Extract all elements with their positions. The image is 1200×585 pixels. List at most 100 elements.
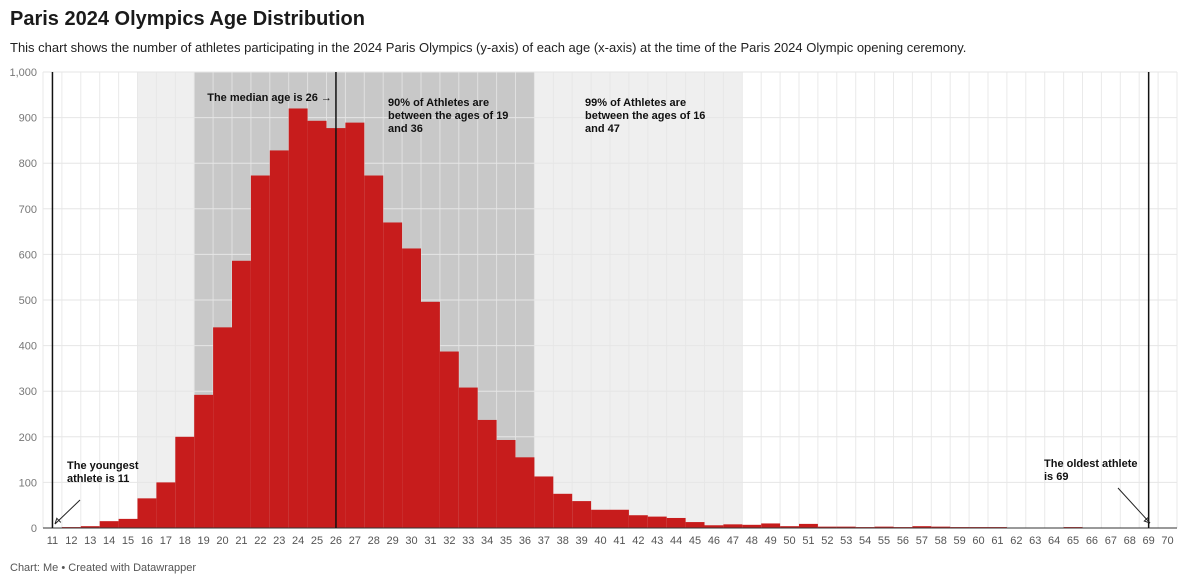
- y-tick-label: 200: [19, 432, 37, 444]
- x-tick-label: 46: [708, 535, 720, 547]
- x-tick-label: 43: [651, 535, 663, 547]
- bar-age-30: [402, 248, 421, 529]
- bar-age-36: [515, 457, 535, 528]
- y-tick-label: 600: [19, 249, 37, 261]
- x-tick-label: 13: [84, 535, 96, 547]
- bar-age-52: [817, 526, 837, 528]
- x-tick-label: 23: [273, 535, 285, 547]
- bar-age-37: [534, 476, 554, 528]
- bar-age-39: [572, 501, 592, 528]
- bar-age-20: [213, 327, 232, 528]
- bar-age-18: [175, 436, 195, 528]
- bar-age-38: [553, 493, 573, 528]
- annotation-band99-line: and 47: [585, 123, 620, 135]
- x-tick-label: 61: [991, 535, 1003, 547]
- bar-age-57: [912, 526, 932, 528]
- x-tick-label: 31: [424, 535, 436, 547]
- x-tick-label: 24: [292, 535, 304, 547]
- chart-credit: Chart: Me • Created with Datawrapper: [10, 562, 197, 574]
- bar-age-50: [780, 526, 799, 528]
- x-tick-label: 22: [254, 535, 266, 547]
- x-tick-label: 14: [103, 535, 115, 547]
- x-tick-label: 59: [954, 535, 966, 547]
- bar-age-24: [288, 108, 308, 528]
- bar-layer: [43, 108, 1159, 529]
- bar-age-47: [723, 524, 743, 528]
- bar-age-40: [591, 509, 610, 528]
- x-tick-label: 66: [1086, 535, 1098, 547]
- arrow-youngest-head: [54, 517, 62, 525]
- x-tick-label: 52: [821, 535, 833, 547]
- x-tick-label: 33: [462, 535, 474, 547]
- bar-age-27: [345, 122, 365, 528]
- chart-title: Paris 2024 Olympics Age Distribution: [10, 8, 365, 30]
- x-tick-label: 32: [443, 535, 455, 547]
- x-tick-label: 36: [519, 535, 531, 547]
- x-tick-label: 44: [670, 535, 682, 547]
- x-tick-label: 15: [122, 535, 134, 547]
- y-tick-label: 900: [19, 113, 37, 125]
- x-tick-label: 45: [689, 535, 701, 547]
- bar-age-45: [685, 522, 705, 528]
- annotation-band90-line: 90% of Athletes are: [388, 97, 489, 109]
- x-tick-label: 16: [141, 535, 153, 547]
- x-tick-label: 70: [1161, 535, 1173, 547]
- x-tick-label: 21: [235, 535, 247, 547]
- y-tick-label: 400: [19, 341, 37, 353]
- x-tick-label: 17: [160, 535, 172, 547]
- bar-age-51: [799, 523, 818, 528]
- bar-age-58: [931, 526, 951, 528]
- x-tick-label: 28: [368, 535, 380, 547]
- y-tick-label: 1,000: [9, 67, 37, 79]
- bar-age-28: [364, 175, 384, 528]
- chart-subtitle: This chart shows the number of athletes …: [10, 40, 967, 55]
- y-axis: 0 100 200 300 400 500 600 700 800 900 1,000: [9, 67, 37, 535]
- annotation-layer: The median age is 26 → 90% of Athletes ar…: [54, 92, 1151, 525]
- bar-age-33: [458, 387, 478, 528]
- x-tick-label: 19: [198, 535, 210, 547]
- x-tick-label: 62: [1010, 535, 1022, 547]
- arrow-youngest-shaft: [54, 499, 81, 525]
- x-tick-label: 39: [576, 535, 588, 547]
- bar-age-53: [836, 526, 856, 528]
- bar-age-49: [761, 523, 781, 528]
- bar-age-41: [610, 509, 629, 528]
- x-tick-label: 25: [311, 535, 323, 547]
- bar-age-42: [628, 515, 648, 528]
- annotation-band99-line: between the ages of 16: [585, 110, 705, 122]
- y-tick-label: 0: [31, 523, 37, 535]
- y-tick-label: 700: [19, 204, 37, 216]
- x-tick-label: 11: [47, 535, 58, 547]
- bar-age-35: [496, 439, 516, 528]
- annotation-youngest-line: athlete is 11: [67, 473, 129, 485]
- bar-age-13: [80, 526, 100, 528]
- x-tick-label: 47: [727, 535, 739, 547]
- x-tick-label: 67: [1105, 535, 1117, 547]
- x-tick-label: 34: [481, 535, 493, 547]
- bar-age-44: [666, 517, 686, 528]
- x-tick-label: 38: [557, 535, 569, 547]
- annotation-youngest-line: The youngest: [67, 460, 139, 472]
- bar-age-16: [137, 498, 157, 528]
- x-axis: 11 12 13 14 15 16 17 18 19 20 21 22 23 24 25 26 27 28 29 30…: [47, 535, 1174, 547]
- x-tick-label: 29: [387, 535, 399, 547]
- x-tick-label: 12: [65, 535, 77, 547]
- y-tick-label: 300: [19, 386, 37, 398]
- bar-age-19: [194, 394, 214, 528]
- bar-age-25: [307, 120, 327, 529]
- x-tick-label: 56: [897, 535, 909, 547]
- bar-age-32: [439, 351, 459, 528]
- age-histogram-chart: 0 100 200 300 400 500 600 700 800 900 1,000 11 12 13…: [9, 67, 1178, 547]
- bar-age-22: [250, 175, 270, 528]
- x-tick-label: 58: [935, 535, 947, 547]
- x-tick-label: 40: [594, 535, 606, 547]
- x-tick-label: 63: [1029, 535, 1041, 547]
- bar-age-31: [421, 301, 440, 528]
- bar-age-43: [647, 516, 667, 528]
- x-tick-label: 42: [632, 535, 644, 547]
- x-tick-label: 51: [802, 535, 814, 547]
- x-tick-label: 27: [349, 535, 361, 547]
- bar-age-14: [99, 521, 119, 528]
- annotation-median: The median age is 26 →: [207, 92, 332, 104]
- annotation-band90-line: between the ages of 19: [388, 110, 508, 122]
